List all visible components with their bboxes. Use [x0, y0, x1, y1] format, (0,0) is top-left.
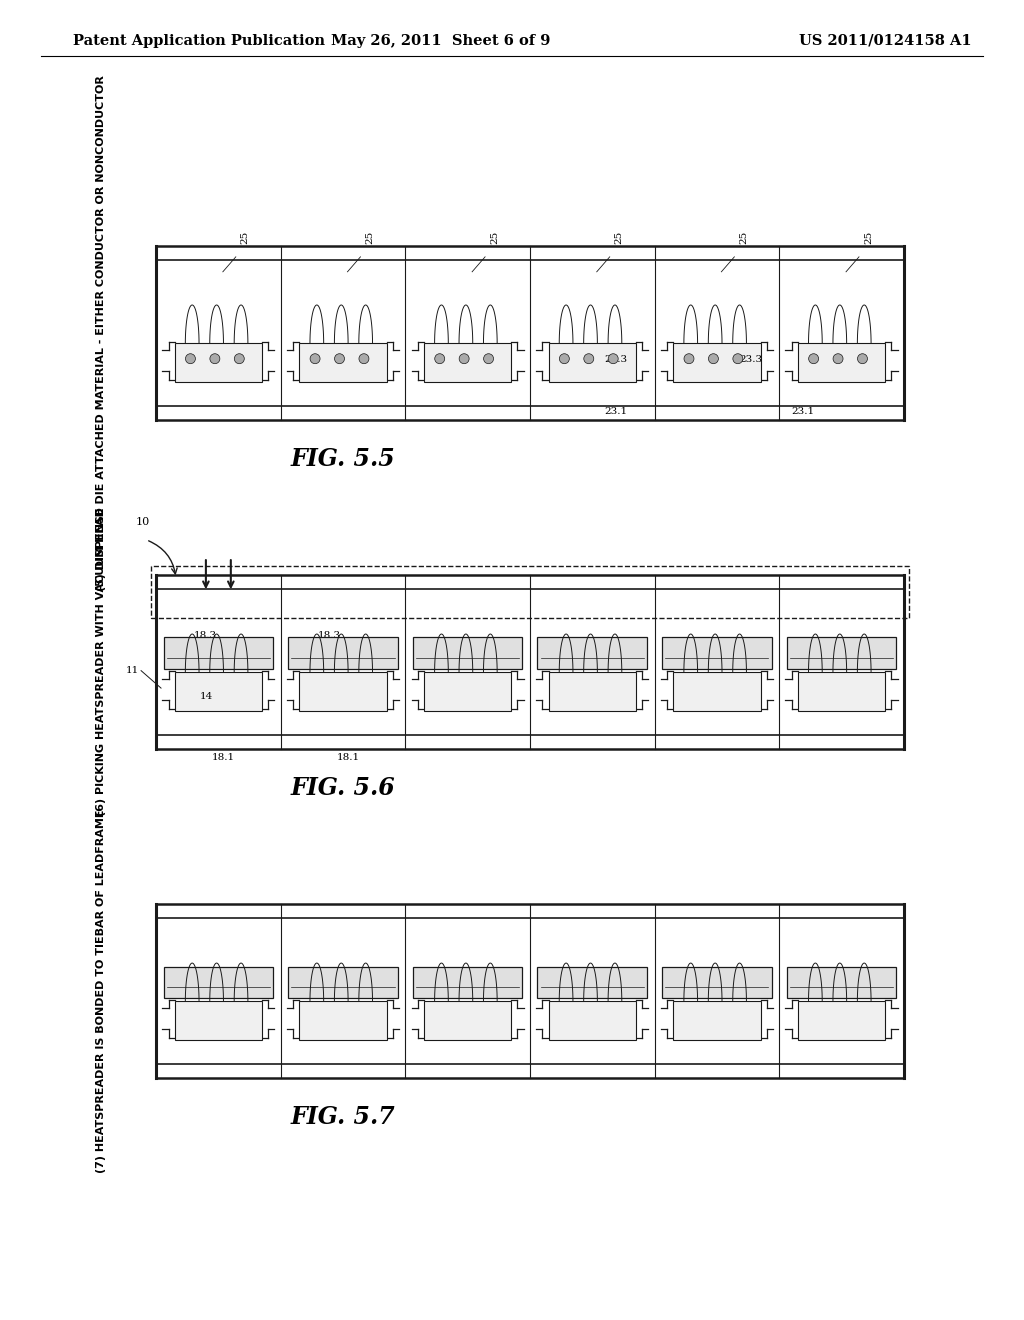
Bar	[549, 343, 636, 381]
Bar	[673, 672, 761, 710]
Circle shape	[459, 354, 469, 364]
Text: 18.1: 18.1	[337, 754, 359, 763]
Text: 18.3: 18.3	[194, 631, 216, 640]
Circle shape	[608, 354, 618, 364]
Text: 23.3: 23.3	[739, 355, 763, 363]
Text: 11: 11	[126, 667, 139, 675]
Bar	[786, 638, 896, 669]
Circle shape	[483, 354, 494, 364]
Text: FIG. 5.5: FIG. 5.5	[291, 446, 395, 470]
Text: (7) HEATSPREADER IS BONDED TO TIEBAR OF LEADFRAME: (7) HEATSPREADER IS BONDED TO TIEBAR OF …	[96, 809, 106, 1172]
Text: FIG. 5.6: FIG. 5.6	[291, 776, 395, 800]
Bar	[413, 638, 522, 669]
Text: 10: 10	[136, 517, 151, 527]
Circle shape	[809, 354, 818, 364]
Bar	[424, 672, 511, 710]
Bar	[798, 1002, 885, 1040]
Text: 25: 25	[490, 230, 499, 243]
Bar	[538, 966, 647, 998]
Text: 25: 25	[739, 230, 749, 243]
Text: Patent Application Publication: Patent Application Publication	[74, 34, 326, 48]
Text: May 26, 2011  Sheet 6 of 9: May 26, 2011 Sheet 6 of 9	[331, 34, 550, 48]
Bar	[673, 343, 761, 381]
Circle shape	[733, 354, 742, 364]
Bar	[798, 672, 885, 710]
Circle shape	[185, 354, 196, 364]
Bar	[413, 966, 522, 998]
Circle shape	[684, 354, 694, 364]
Text: (6) PICKING HEATSPREADER WITH VACUUM HEAD: (6) PICKING HEATSPREADER WITH VACUUM HEA…	[96, 507, 106, 816]
Bar	[288, 966, 398, 998]
Circle shape	[709, 354, 719, 364]
Bar	[164, 966, 273, 998]
Text: 14: 14	[200, 692, 213, 701]
Bar	[288, 638, 398, 669]
Text: (5) DISPENSE DIE ATTACHED MATERIAL - EITHER CONDUCTOR OR NONCONDUCTOR: (5) DISPENSE DIE ATTACHED MATERIAL - EIT…	[96, 75, 106, 591]
Text: 23.3: 23.3	[605, 355, 628, 363]
Text: 25: 25	[366, 230, 375, 243]
Bar	[175, 343, 262, 381]
Circle shape	[310, 354, 321, 364]
Bar	[175, 1002, 262, 1040]
Bar	[152, 566, 909, 618]
Text: 23.1: 23.1	[605, 407, 628, 416]
Circle shape	[210, 354, 220, 364]
Text: 23.1: 23.1	[792, 407, 815, 416]
Circle shape	[234, 354, 245, 364]
Text: 25: 25	[241, 230, 250, 243]
Text: 25: 25	[614, 230, 624, 243]
Bar	[175, 672, 262, 710]
Circle shape	[559, 354, 569, 364]
Bar	[424, 343, 511, 381]
Bar	[424, 1002, 511, 1040]
Bar	[299, 343, 387, 381]
Text: FIG. 5.7: FIG. 5.7	[291, 1105, 395, 1129]
Circle shape	[857, 354, 867, 364]
Bar	[549, 672, 636, 710]
Text: 25: 25	[864, 230, 873, 243]
Text: US 2011/0124158 A1: US 2011/0124158 A1	[799, 34, 972, 48]
Bar	[164, 638, 273, 669]
Circle shape	[335, 354, 344, 364]
Bar	[549, 1002, 636, 1040]
Bar	[673, 1002, 761, 1040]
Circle shape	[584, 354, 594, 364]
Text: 18.3: 18.3	[318, 631, 341, 640]
Bar	[786, 966, 896, 998]
Bar	[299, 672, 387, 710]
Circle shape	[359, 354, 369, 364]
Circle shape	[435, 354, 444, 364]
Bar	[798, 343, 885, 381]
Circle shape	[834, 354, 843, 364]
Bar	[538, 638, 647, 669]
Bar	[663, 638, 772, 669]
Bar	[663, 966, 772, 998]
Text: 18.1: 18.1	[212, 754, 236, 763]
Bar	[299, 1002, 387, 1040]
